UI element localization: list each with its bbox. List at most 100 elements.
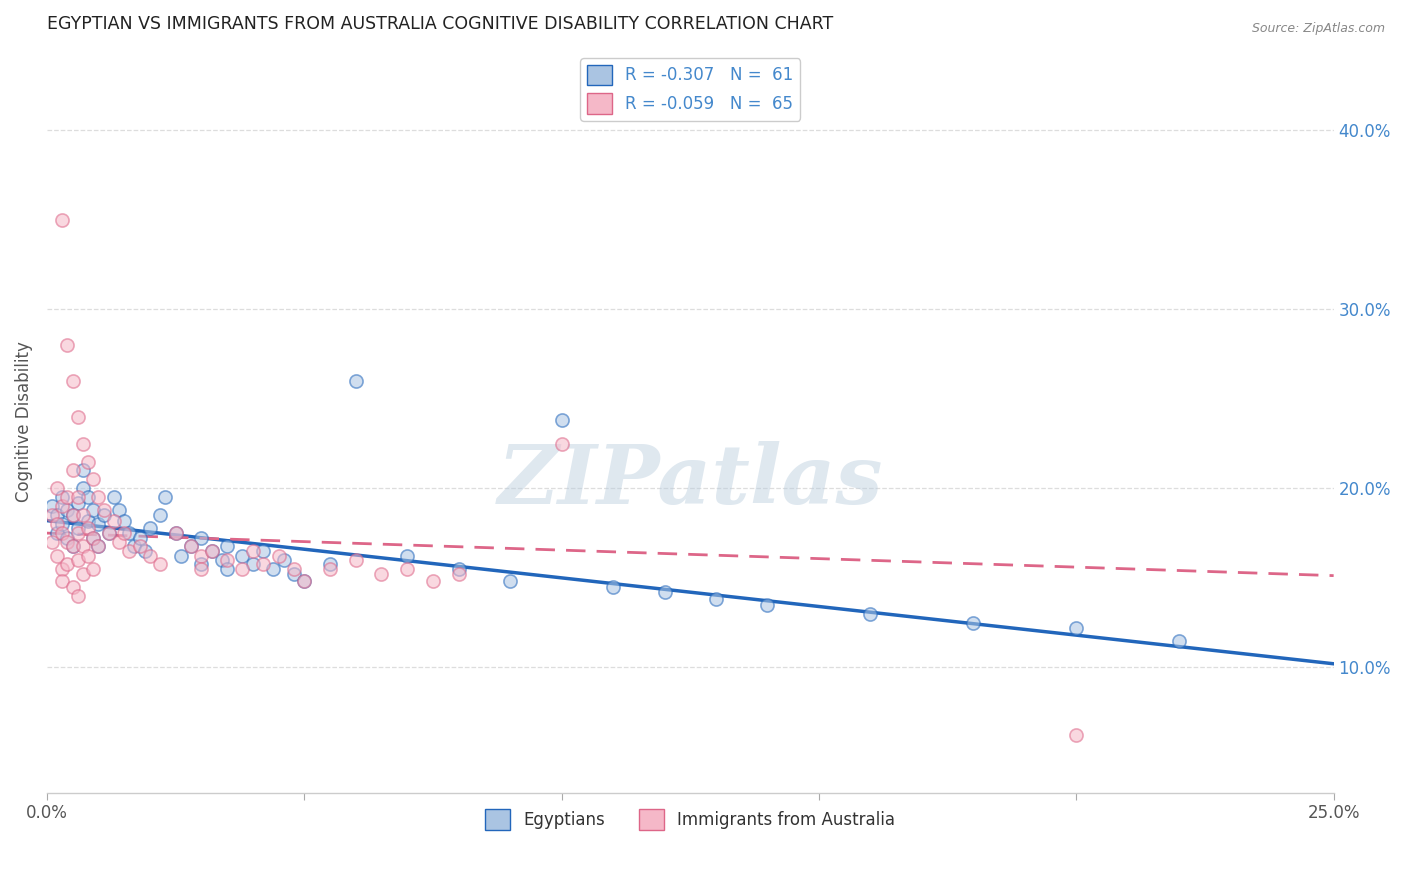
Point <box>319 562 342 576</box>
Point <box>82 532 104 546</box>
Point <box>46 481 69 495</box>
Point <box>62 508 84 523</box>
Point <box>118 544 141 558</box>
Point <box>200 544 222 558</box>
Point <box>72 463 94 477</box>
Point <box>550 436 572 450</box>
Point <box>112 514 135 528</box>
Point <box>273 553 295 567</box>
Point <box>66 526 89 541</box>
Point <box>56 532 79 546</box>
Text: Source: ZipAtlas.com: Source: ZipAtlas.com <box>1251 22 1385 36</box>
Point <box>56 338 79 352</box>
Point <box>97 526 120 541</box>
Point <box>396 562 419 576</box>
Point <box>66 553 89 567</box>
Point <box>97 526 120 541</box>
Point <box>1064 621 1087 635</box>
Point <box>242 557 264 571</box>
Point <box>108 535 131 549</box>
Point <box>149 557 172 571</box>
Point <box>267 549 290 564</box>
Point <box>602 580 624 594</box>
Point <box>66 409 89 424</box>
Point <box>72 436 94 450</box>
Text: ZIPatlas: ZIPatlas <box>498 441 883 521</box>
Point <box>66 496 89 510</box>
Point <box>292 574 315 589</box>
Point <box>77 514 100 528</box>
Point <box>77 549 100 564</box>
Point <box>190 532 212 546</box>
Point <box>82 562 104 576</box>
Point <box>231 562 253 576</box>
Point <box>155 491 177 505</box>
Point <box>82 503 104 517</box>
Point <box>242 544 264 558</box>
Point <box>87 491 110 505</box>
Point <box>46 549 69 564</box>
Point <box>139 549 162 564</box>
Point <box>77 521 100 535</box>
Point <box>41 508 63 523</box>
Point <box>56 535 79 549</box>
Point <box>128 539 150 553</box>
Point <box>72 567 94 582</box>
Point <box>46 508 69 523</box>
Point <box>56 557 79 571</box>
Point <box>46 526 69 541</box>
Point <box>103 514 125 528</box>
Point <box>62 374 84 388</box>
Point <box>51 562 73 576</box>
Point <box>62 463 84 477</box>
Point <box>170 549 193 564</box>
Point <box>128 532 150 546</box>
Point <box>1064 728 1087 742</box>
Point <box>422 574 444 589</box>
Point <box>165 526 187 541</box>
Point <box>103 491 125 505</box>
Point <box>72 539 94 553</box>
Point <box>87 539 110 553</box>
Point <box>447 567 470 582</box>
Point <box>211 553 233 567</box>
Point <box>51 574 73 589</box>
Point <box>344 553 367 567</box>
Point <box>499 574 522 589</box>
Point <box>283 567 305 582</box>
Point <box>56 503 79 517</box>
Point <box>62 508 84 523</box>
Point <box>82 532 104 546</box>
Point <box>231 549 253 564</box>
Point <box>215 539 238 553</box>
Point <box>165 526 187 541</box>
Point <box>51 212 73 227</box>
Point <box>252 557 274 571</box>
Point <box>190 557 212 571</box>
Text: EGYPTIAN VS IMMIGRANTS FROM AUSTRALIA COGNITIVE DISABILITY CORRELATION CHART: EGYPTIAN VS IMMIGRANTS FROM AUSTRALIA CO… <box>46 15 834 33</box>
Point <box>262 562 284 576</box>
Point <box>62 539 84 553</box>
Point <box>66 491 89 505</box>
Point <box>87 517 110 532</box>
Point <box>118 526 141 541</box>
Point <box>62 539 84 553</box>
Point <box>51 526 73 541</box>
Point <box>283 562 305 576</box>
Point <box>46 517 69 532</box>
Point <box>252 544 274 558</box>
Point <box>1168 633 1191 648</box>
Point <box>180 539 202 553</box>
Point <box>62 580 84 594</box>
Point <box>180 539 202 553</box>
Point <box>51 517 73 532</box>
Point <box>72 481 94 495</box>
Point <box>215 562 238 576</box>
Point <box>93 508 115 523</box>
Point <box>66 589 89 603</box>
Point <box>550 413 572 427</box>
Point <box>108 503 131 517</box>
Point <box>112 526 135 541</box>
Point <box>66 521 89 535</box>
Legend: Egyptians, Immigrants from Australia: Egyptians, Immigrants from Australia <box>478 803 901 837</box>
